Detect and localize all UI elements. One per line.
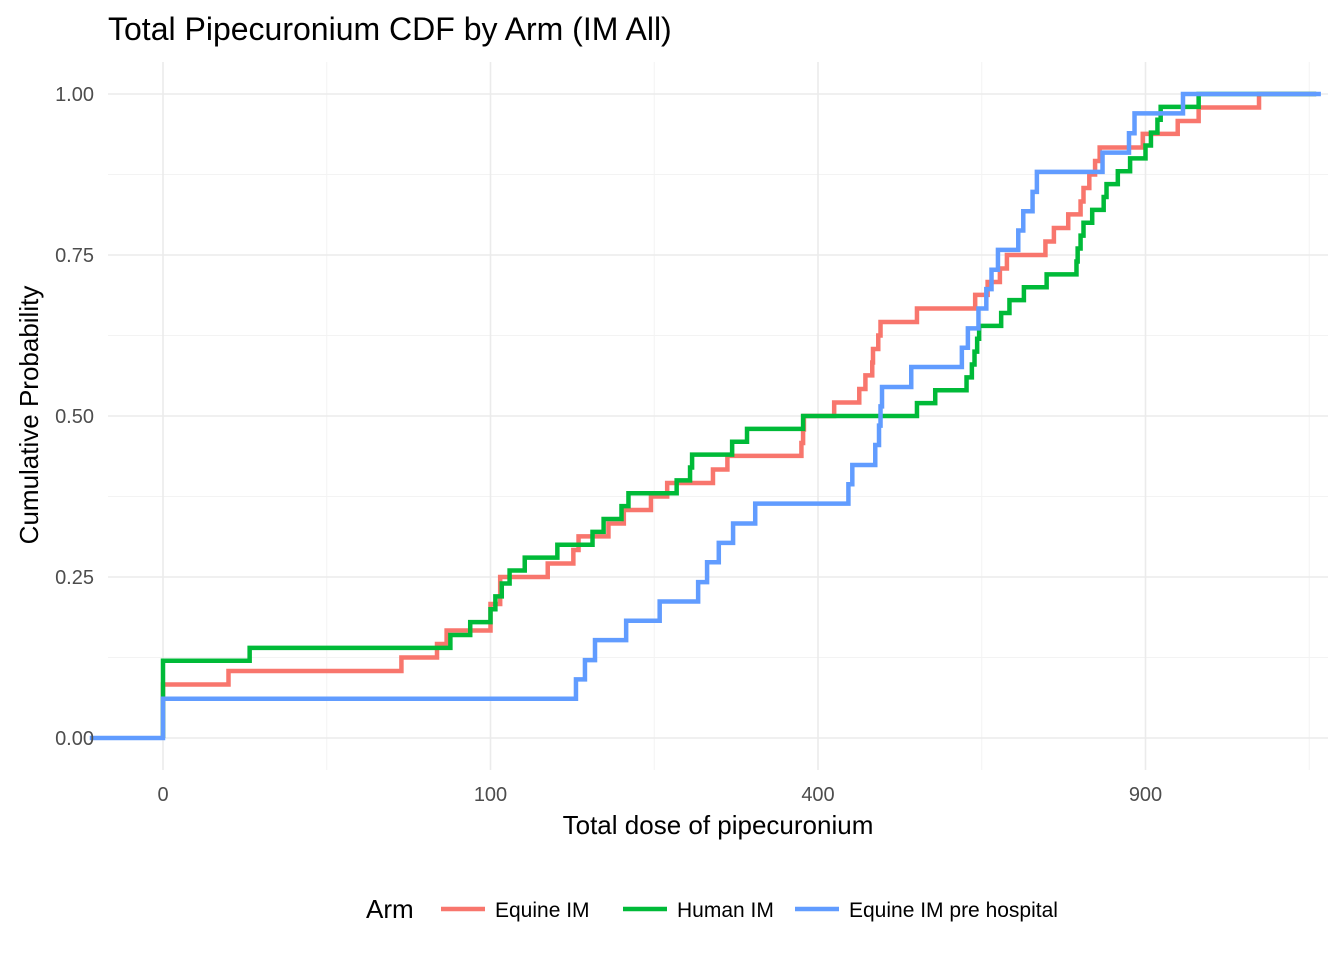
legend: Arm Equine IM Human IM Equine IM pre hospi… [366,894,1058,924]
x-tick-label: 0 [157,784,168,806]
legend-label: Equine IM [495,899,590,922]
x-axis-ticks: 0 100 400 900 [157,784,1162,806]
legend-items: Equine IM Human IM Equine IM pre hospital [441,899,1058,922]
x-tick-label: 100 [474,784,507,806]
major-gridlines [108,62,1328,770]
series-line-equine-im-pre-hospital [89,91,1321,741]
series-line-equine-im [160,91,1317,738]
legend-label: Equine IM pre hospital [849,899,1058,922]
series-line-human-im [160,91,1317,738]
y-tick-label: 1.00 [55,84,94,106]
x-tick-label: 900 [1129,784,1162,806]
x-tick-label: 400 [801,784,834,806]
y-axis-ticks: 0.00 0.25 0.50 0.75 1.00 [55,84,94,750]
y-tick-label: 0.00 [55,728,94,750]
series-lines [89,91,1321,741]
x-axis-title: Total dose of pipecuronium [563,810,874,840]
legend-title: Arm [366,894,414,924]
y-axis-title: Cumulative Probability [14,286,44,545]
y-tick-label: 0.50 [55,406,94,428]
chart-title: Total Pipecuronium CDF by Arm (IM All) [108,11,672,47]
legend-label: Human IM [677,899,774,922]
minor-gridlines [108,62,1328,770]
y-tick-label: 0.75 [55,245,94,267]
y-tick-label: 0.25 [55,567,94,589]
